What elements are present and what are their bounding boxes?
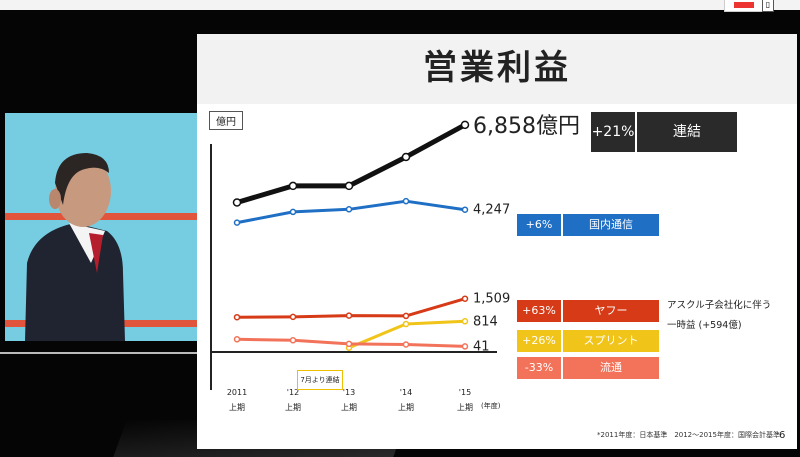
side-note-line-2: 一時益 (+594億): [667, 320, 742, 331]
data-point-国内通信: [402, 197, 410, 205]
data-point-ヤフー: [233, 313, 241, 321]
end-value-label: 1,509: [473, 292, 510, 307]
legend-tag: スプリント: [563, 330, 659, 352]
data-point-ヤフー: [402, 312, 410, 320]
broadcaster-logo: [724, 0, 764, 12]
legend-tag: 流通: [563, 357, 659, 379]
data-point-流通: [402, 341, 410, 348]
page-number: 6: [779, 430, 786, 441]
end-value-label: 814: [473, 314, 498, 329]
x-tick-sublabel: 上期: [457, 403, 473, 412]
x-tick-sublabel: 上期: [398, 403, 414, 412]
legend-tag: 連結: [637, 112, 737, 152]
data-point-国内通信: [233, 219, 241, 226]
line-chart: 6,858億円 4,247 1,509 814 41 2011 上期 '12 上期 '13 上期 '1…: [210, 114, 580, 412]
window-button[interactable]: ▯: [762, 0, 774, 12]
x-tick-label: '15: [459, 388, 471, 397]
change-badge: -33%: [517, 357, 561, 379]
data-point-スプリント: [402, 320, 410, 328]
change-badge: +26%: [517, 330, 561, 352]
x-tick-label: '13: [343, 388, 355, 397]
change-badge: +6%: [517, 214, 561, 236]
legend-tag: 国内通信: [563, 214, 659, 236]
change-badge: +63%: [517, 300, 561, 322]
data-point-連結: [288, 181, 298, 191]
floor-line: [0, 352, 230, 354]
side-note-line-1: アスクル子会社化に伴う: [667, 300, 772, 311]
data-point-連結: [232, 198, 242, 207]
data-point-ヤフー: [461, 295, 469, 302]
data-point-流通: [233, 336, 241, 343]
x-tick-sublabel: 上期: [341, 403, 357, 412]
x-tick-sublabel: 上期: [229, 403, 245, 412]
data-point-連結: [344, 181, 354, 191]
x-tick-label: '14: [400, 388, 412, 397]
end-value-label: 4,247: [473, 203, 510, 218]
data-point-国内通信: [289, 208, 297, 216]
change-badge: +21%: [591, 112, 635, 152]
slide: 営業利益 億円 6,858億円 4,247 1,509 814 41 2011 上期 '12 上…: [197, 34, 797, 449]
series-line-国内通信: [236, 199, 466, 225]
data-point-流通: [289, 337, 297, 344]
footnote: *2011年度：日本基準 2012〜2015年度：国際会計基準: [597, 431, 780, 439]
y-axis-unit-label: 億円: [209, 111, 243, 130]
data-point-国内通信: [461, 206, 469, 213]
data-point-流通: [461, 343, 469, 350]
data-point-連結: [401, 152, 411, 162]
data-point-スプリント: [461, 318, 469, 325]
top-strip: [0, 0, 800, 10]
end-value-label: 41: [473, 339, 490, 354]
callout-note: 7月より連結: [297, 370, 343, 390]
floor-reflection: [113, 420, 407, 457]
background-screen: [5, 113, 197, 341]
legend-tag: ヤフー: [563, 300, 659, 322]
x-tick-label: 2011: [227, 388, 247, 397]
data-point-ヤフー: [345, 312, 353, 319]
x-axis-unit-label: (年度): [481, 401, 501, 410]
data-point-ヤフー: [289, 313, 297, 321]
x-tick-label: '12: [287, 388, 299, 397]
title-band: [197, 34, 797, 104]
data-point-流通: [345, 340, 353, 348]
end-value-label: 6,858億円: [473, 114, 580, 139]
data-point-連結: [460, 120, 470, 130]
series-line-連結: [236, 122, 467, 205]
slide-title: 営業利益: [423, 48, 571, 88]
presenter-figure: [25, 153, 125, 341]
data-point-国内通信: [345, 206, 353, 213]
x-tick-sublabel: 上期: [285, 403, 301, 412]
